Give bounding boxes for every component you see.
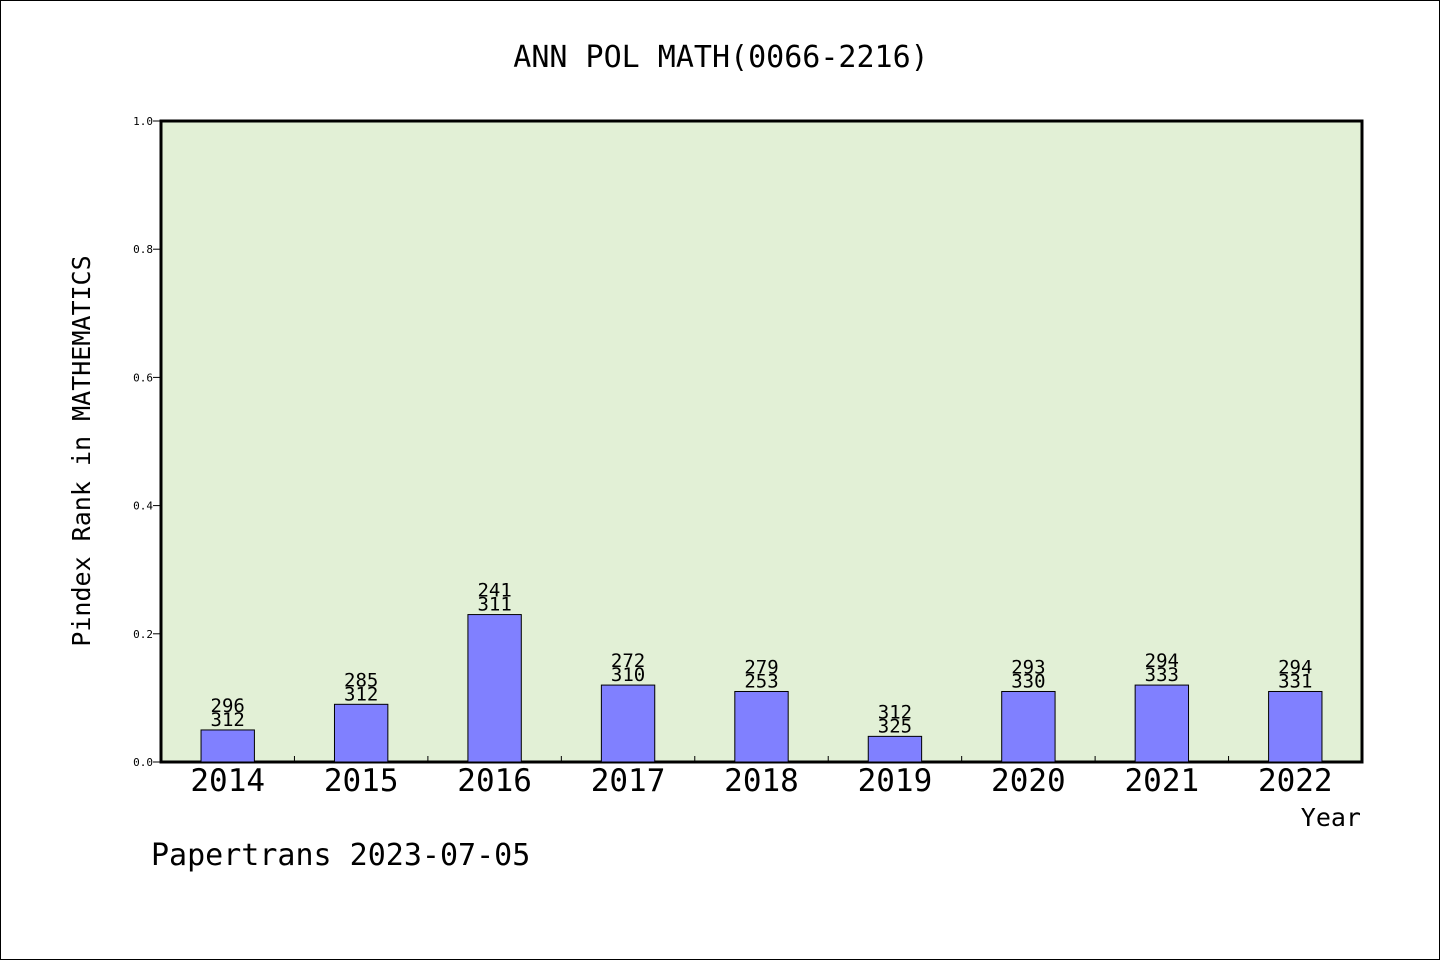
y-tick-label: 0.0 xyxy=(133,756,153,769)
x-tick-label-2017: 2017 xyxy=(591,763,666,799)
bar-2020 xyxy=(1001,690,1056,763)
bar-2021 xyxy=(1134,684,1190,763)
bar-label-top-2018: 279 xyxy=(744,656,778,678)
bar-label-bottom-2021: 333 xyxy=(1145,664,1179,686)
bar-label-bottom-2018: 253 xyxy=(744,670,778,692)
bar-label-bottom-2014: 312 xyxy=(211,709,245,731)
y-tick-label: 0.8 xyxy=(133,243,153,256)
y-tick-label: 0.2 xyxy=(133,628,153,641)
bar-2022 xyxy=(1268,690,1323,763)
bar-label-top-2015: 285 xyxy=(344,669,378,691)
bar-label-bottom-2022: 331 xyxy=(1278,670,1312,692)
x-axis-label: Year xyxy=(1301,803,1361,832)
y-axis-label: Pindex Rank in MATHEMATICS xyxy=(67,255,96,646)
y-tick-label: 0.6 xyxy=(133,371,153,384)
x-tick-label-2018: 2018 xyxy=(724,763,799,799)
bar-2016 xyxy=(467,614,522,763)
bar-2018 xyxy=(734,690,789,763)
x-tick-label-2014: 2014 xyxy=(190,763,265,799)
bars: 3122963122853112413102722532793253123302… xyxy=(200,580,1323,763)
bar-label-top-2016: 241 xyxy=(477,580,511,602)
x-tick-label-2021: 2021 xyxy=(1125,763,1200,799)
x-axis-ticks: 2014 2015 2016 2017 2018 2019 2020 2021 2022 xyxy=(190,756,1333,799)
bar-label-bottom-2015: 312 xyxy=(344,683,378,705)
y-tick-label: 0.4 xyxy=(133,500,153,513)
bar-label-bottom-2016: 311 xyxy=(477,594,511,616)
bar-label-top-2017: 272 xyxy=(611,650,645,672)
bar-label-top-2014: 296 xyxy=(211,695,245,717)
plot-area xyxy=(159,119,1364,764)
x-tick-label-2019: 2019 xyxy=(858,763,933,799)
y-tick-label: 1.0 xyxy=(133,115,153,128)
footer-credit: Papertrans 2023-07-05 xyxy=(151,838,530,873)
bar-2014 xyxy=(200,729,255,763)
bar-2019 xyxy=(867,735,923,763)
x-tick-label-2015: 2015 xyxy=(324,763,399,799)
bar-label-top-2020: 293 xyxy=(1011,656,1045,678)
y-axis-ticks: 0.0 0.2 0.4 0.6 0.8 1.0 xyxy=(133,115,161,769)
bar-2017 xyxy=(600,684,656,763)
bar-label-top-2021: 294 xyxy=(1145,650,1179,672)
bar-label-bottom-2017: 310 xyxy=(611,664,645,686)
x-tick-label-2022: 2022 xyxy=(1258,763,1333,799)
bar-label-bottom-2019: 325 xyxy=(878,715,912,737)
bar-label-top-2022: 294 xyxy=(1278,656,1312,678)
bar-2015 xyxy=(333,703,389,763)
chart-title: ANN POL MATH(0066-2216) xyxy=(513,40,928,75)
x-tick-label-2016: 2016 xyxy=(457,763,532,799)
bar-label-top-2019: 312 xyxy=(878,701,912,723)
bar-label-bottom-2020: 330 xyxy=(1011,670,1045,692)
x-tick-label-2020: 2020 xyxy=(991,763,1066,799)
